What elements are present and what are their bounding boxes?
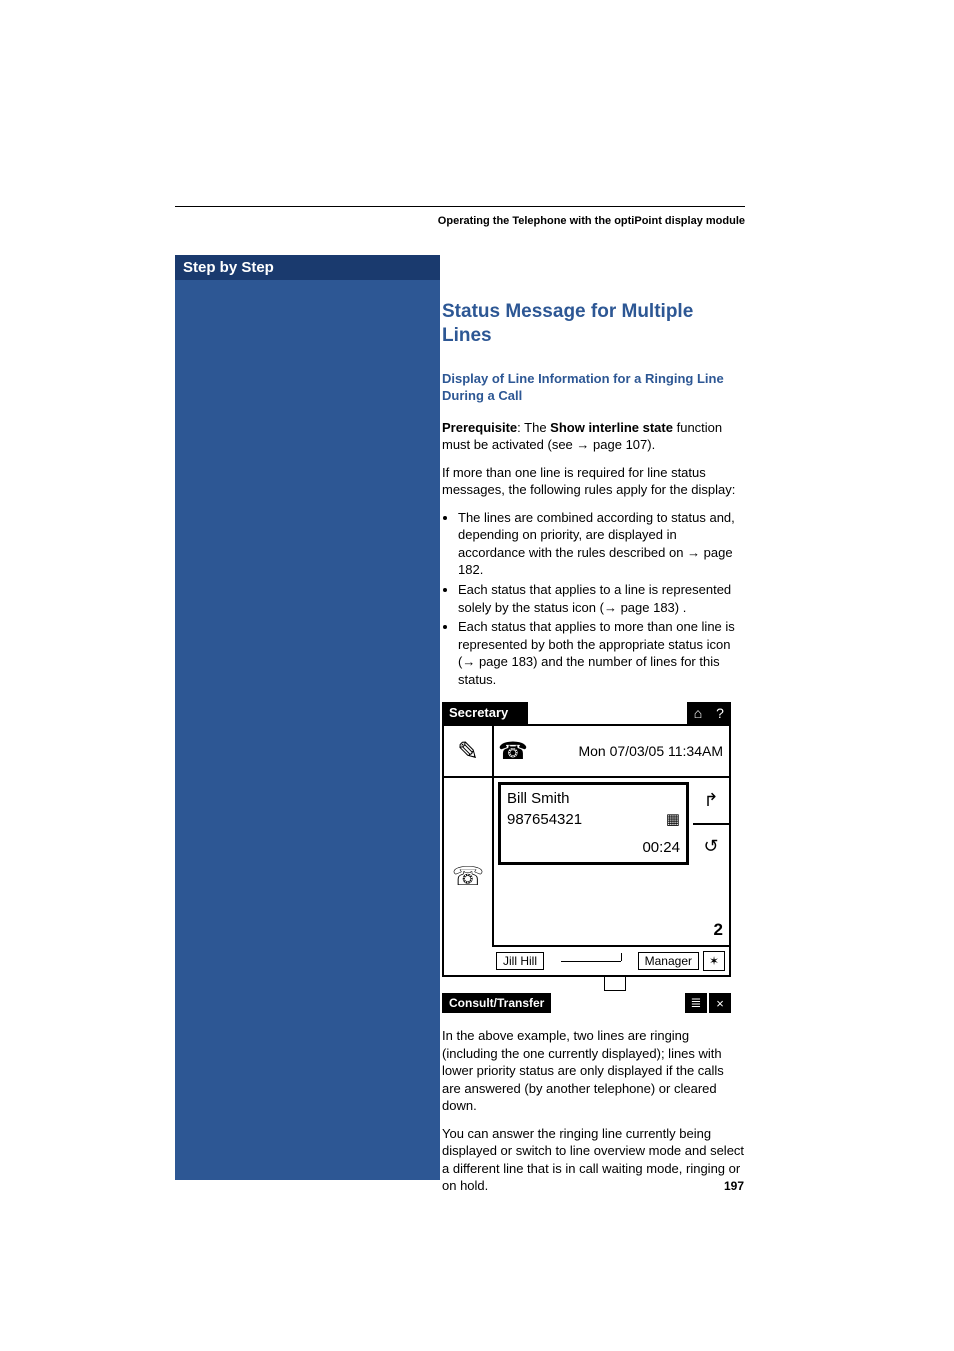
phone-left-col: ✎ ☏ bbox=[444, 726, 492, 975]
list-icon[interactable]: ≣ bbox=[685, 993, 707, 1013]
redial-icon[interactable]: ↺ bbox=[693, 823, 729, 869]
arrow-icon: → bbox=[576, 437, 593, 452]
main-content: Status Message for Multiple Lines Displa… bbox=[442, 300, 745, 1205]
call-duration: 00:24 bbox=[507, 838, 680, 858]
phone-footer: Consult/Transfer ≣ × bbox=[442, 993, 731, 1013]
transfer-icon[interactable]: ↱ bbox=[693, 778, 729, 822]
running-header: Operating the Telephone with the optiPoi… bbox=[175, 215, 745, 227]
prereq-mid: : The bbox=[517, 420, 550, 435]
line-label-jill[interactable]: Jill Hill bbox=[496, 952, 544, 970]
header-rule bbox=[175, 206, 745, 207]
line-count: 2 bbox=[492, 915, 729, 945]
list-item: The lines are combined according to stat… bbox=[458, 509, 745, 579]
datetime: Mon 07/03/05 11:34AM bbox=[532, 743, 729, 759]
caller-number: 987654321 bbox=[507, 810, 582, 830]
line-label-manager[interactable]: Manager bbox=[638, 952, 699, 970]
phone-titlebar: Secretary ⌂ ? bbox=[442, 702, 731, 724]
footer-gap bbox=[551, 993, 683, 1013]
list-item: Each status that applies to more than on… bbox=[458, 618, 745, 688]
call-row: Bill Smith 987654321 ▦ 00:24 ↱ ↺ bbox=[492, 776, 729, 869]
line-bracket bbox=[498, 977, 731, 991]
mesh-icon: ▦ bbox=[666, 810, 680, 830]
home-icon[interactable]: ⌂ bbox=[687, 702, 709, 724]
sidebar-title: Step by Step bbox=[175, 255, 440, 280]
call-info-box[interactable]: Bill Smith 987654321 ▦ 00:24 bbox=[498, 782, 689, 865]
close-icon[interactable]: × bbox=[709, 993, 731, 1013]
line-connector bbox=[544, 961, 638, 962]
rules-list: The lines are combined according to stat… bbox=[458, 509, 745, 688]
prereq-label: Prerequisite bbox=[442, 420, 517, 435]
phone-right-col: ↱ ↺ bbox=[693, 778, 729, 869]
help-icon[interactable]: ? bbox=[709, 702, 731, 724]
consult-transfer-button[interactable]: Consult/Transfer bbox=[442, 993, 551, 1013]
prereq-feature: Show interline state bbox=[550, 420, 673, 435]
phone-title: Secretary bbox=[442, 702, 528, 724]
phone-display-mock: Secretary ⌂ ? ✎ ☏ ☎ Mon 07/03/05 11:34AM bbox=[442, 702, 731, 1013]
datetime-row: ☎ Mon 07/03/05 11:34AM bbox=[492, 726, 729, 776]
section-heading: Status Message for Multiple Lines bbox=[442, 300, 745, 348]
line-labels-row: Jill Hill Manager ✶ bbox=[492, 945, 729, 975]
page-number: 197 bbox=[724, 1179, 744, 1193]
handset-icon[interactable]: ☏ bbox=[444, 776, 492, 975]
notes-icon[interactable]: ✎ bbox=[444, 726, 492, 776]
instruction-paragraph: You can answer the ringing line currentl… bbox=[442, 1125, 745, 1195]
step-by-step-sidebar: Step by Step bbox=[175, 255, 440, 1180]
phone-body: ✎ ☏ ☎ Mon 07/03/05 11:34AM Bill Smith 98… bbox=[442, 724, 731, 977]
phone-up-icon[interactable]: ☎ bbox=[494, 737, 532, 766]
prereq-close: ). bbox=[647, 437, 655, 452]
prereq-ref: page 107 bbox=[593, 437, 647, 452]
list-item: Each status that applies to a line is re… bbox=[458, 581, 745, 616]
caller-name: Bill Smith bbox=[507, 789, 680, 809]
prerequisite-line: Prerequisite: The Show interline state f… bbox=[442, 419, 745, 454]
subsection-heading: Display of Line Information for a Ringin… bbox=[442, 370, 745, 405]
intro-paragraph: If more than one line is required for li… bbox=[442, 464, 745, 499]
person-icon[interactable]: ✶ bbox=[703, 951, 725, 971]
phone-mid-col: ☎ Mon 07/03/05 11:34AM Bill Smith 987654… bbox=[492, 726, 729, 975]
titlebar-gap bbox=[528, 702, 687, 724]
example-paragraph: In the above example, two lines are ring… bbox=[442, 1027, 745, 1115]
phone-spacer bbox=[492, 869, 729, 915]
